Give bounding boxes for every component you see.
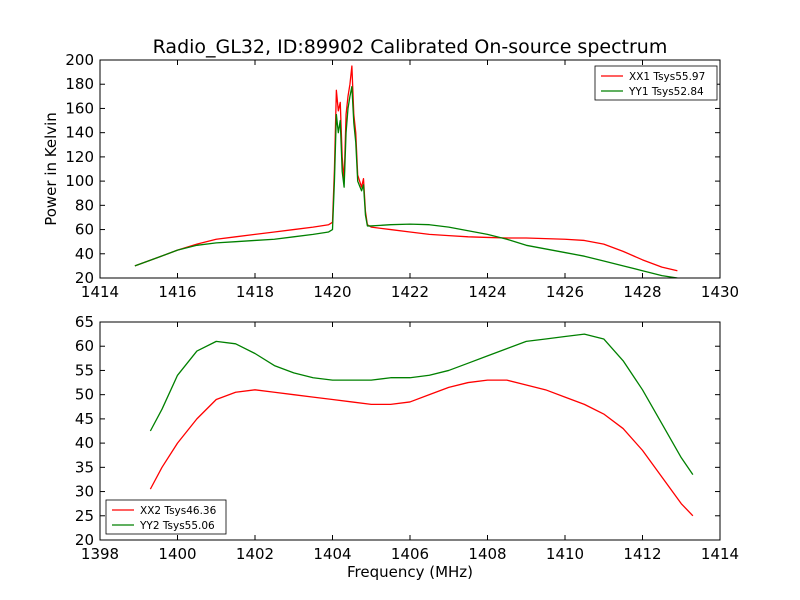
y-tick-label: 140: [65, 124, 94, 142]
y-tick-label: 100: [65, 172, 94, 190]
x-axis-label: Frequency (MHz): [347, 563, 473, 581]
x-tick-label: 1428: [623, 283, 661, 301]
chart-title: Radio_GL32, ID:89902 Calibrated On-sourc…: [153, 36, 668, 58]
x-tick-label: 1422: [391, 283, 429, 301]
legend-label: XX1 Tsys55.97: [629, 71, 705, 83]
y-tick-label: 160: [65, 99, 94, 117]
y-tick-label: 25: [75, 507, 94, 525]
y-tick-label: 40: [75, 434, 94, 452]
legend-label: YY2 Tsys55.06: [139, 520, 215, 532]
x-tick-label: 1412: [623, 545, 661, 563]
legend-box: [105, 499, 227, 535]
x-tick-label: 1406: [391, 545, 429, 563]
bottom-spectrum-chart: 1398 1400 1402 1404 1406 1408 1410 1412 1414 20 25…: [75, 313, 739, 581]
x-tick-label: 1420: [313, 283, 351, 301]
x-tick-label: 1424: [468, 283, 506, 301]
legend-label: XX2 Tsys46.36: [140, 505, 217, 517]
series-line-0-0: [134, 65, 678, 272]
top-spectrum-chart: 1414 1416 1418 1420 1422 1424 1426 1428 1430 20 40…: [42, 36, 739, 301]
x-tick-label: 1408: [468, 545, 506, 563]
x-tick-label: 1426: [546, 283, 584, 301]
x-tick-label: 1404: [313, 545, 351, 563]
y-tick-label: 120: [65, 148, 94, 166]
y-tick-label: 30: [75, 483, 94, 501]
y-tick-label: 65: [75, 313, 94, 331]
x-tick-label: 1416: [158, 283, 196, 301]
y-tick-label: 40: [75, 245, 94, 263]
y-tick-label: 80: [75, 196, 94, 214]
y-tick-label: 180: [65, 75, 94, 93]
y-tick-label: 45: [75, 410, 94, 428]
y-tick-label: 200: [65, 51, 94, 69]
x-tick-label: 1410: [546, 545, 584, 563]
legend-box: [594, 65, 718, 101]
series-line-1-1: [149, 333, 694, 475]
x-tick-label: 1402: [236, 545, 274, 563]
series-line-0-1: [134, 85, 678, 278]
x-tick-label: 1398: [81, 545, 119, 563]
x-tick-label: 1400: [158, 545, 196, 563]
y-tick-label: 50: [75, 386, 94, 404]
series-line-1-0: [149, 379, 694, 517]
y-tick-label: 20: [75, 531, 94, 549]
y-tick-label: 60: [75, 221, 94, 239]
y-tick-label: 55: [75, 361, 94, 379]
x-tick-label: 1418: [236, 283, 274, 301]
y-tick-label: 20: [75, 269, 94, 287]
y-tick-label: 35: [75, 458, 94, 476]
y-axis-label: Power in Kelvin: [42, 112, 60, 226]
y-tick-label: 60: [75, 337, 94, 355]
x-tick-label: 1414: [81, 283, 119, 301]
legend-label: YY1 Tsys52.84: [628, 86, 704, 98]
x-tick-label: 1414: [701, 545, 739, 563]
x-tick-label: 1430: [701, 283, 739, 301]
